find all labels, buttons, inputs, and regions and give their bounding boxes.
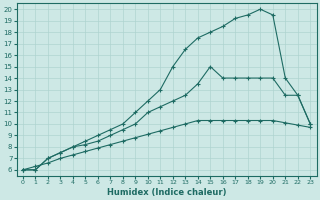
X-axis label: Humidex (Indice chaleur): Humidex (Indice chaleur) [107, 188, 226, 197]
